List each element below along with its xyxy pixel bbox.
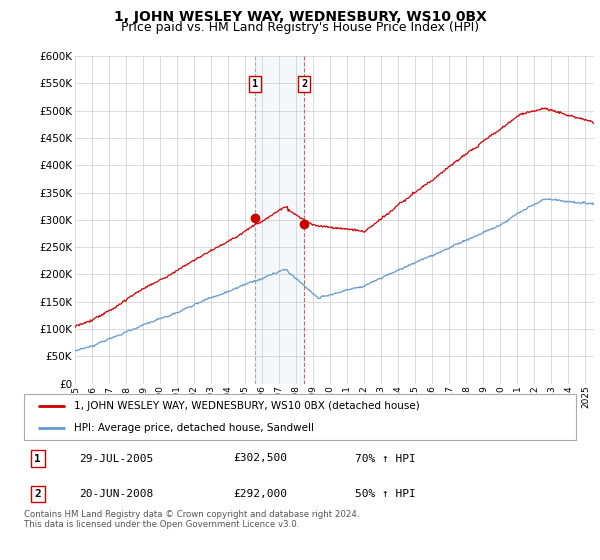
FancyBboxPatch shape: [24, 394, 576, 440]
Text: 1: 1: [252, 79, 258, 89]
Text: 1, JOHN WESLEY WAY, WEDNESBURY, WS10 0BX: 1, JOHN WESLEY WAY, WEDNESBURY, WS10 0BX: [113, 10, 487, 24]
Text: 20-JUN-2008: 20-JUN-2008: [79, 489, 154, 499]
Text: Price paid vs. HM Land Registry's House Price Index (HPI): Price paid vs. HM Land Registry's House …: [121, 21, 479, 34]
Text: 2: 2: [34, 489, 41, 499]
Text: 29-JUL-2005: 29-JUL-2005: [79, 454, 154, 464]
Text: 50% ↑ HPI: 50% ↑ HPI: [355, 489, 416, 499]
Text: 2: 2: [301, 79, 307, 89]
Text: 1: 1: [34, 454, 41, 464]
Text: 1, JOHN WESLEY WAY, WEDNESBURY, WS10 0BX (detached house): 1, JOHN WESLEY WAY, WEDNESBURY, WS10 0BX…: [74, 401, 419, 411]
Text: 70% ↑ HPI: 70% ↑ HPI: [355, 454, 416, 464]
Text: £302,500: £302,500: [234, 454, 288, 464]
Text: Contains HM Land Registry data © Crown copyright and database right 2024.
This d: Contains HM Land Registry data © Crown c…: [24, 510, 359, 529]
Text: HPI: Average price, detached house, Sandwell: HPI: Average price, detached house, Sand…: [74, 423, 314, 433]
Text: £292,000: £292,000: [234, 489, 288, 499]
Bar: [255, 56, 304, 384]
